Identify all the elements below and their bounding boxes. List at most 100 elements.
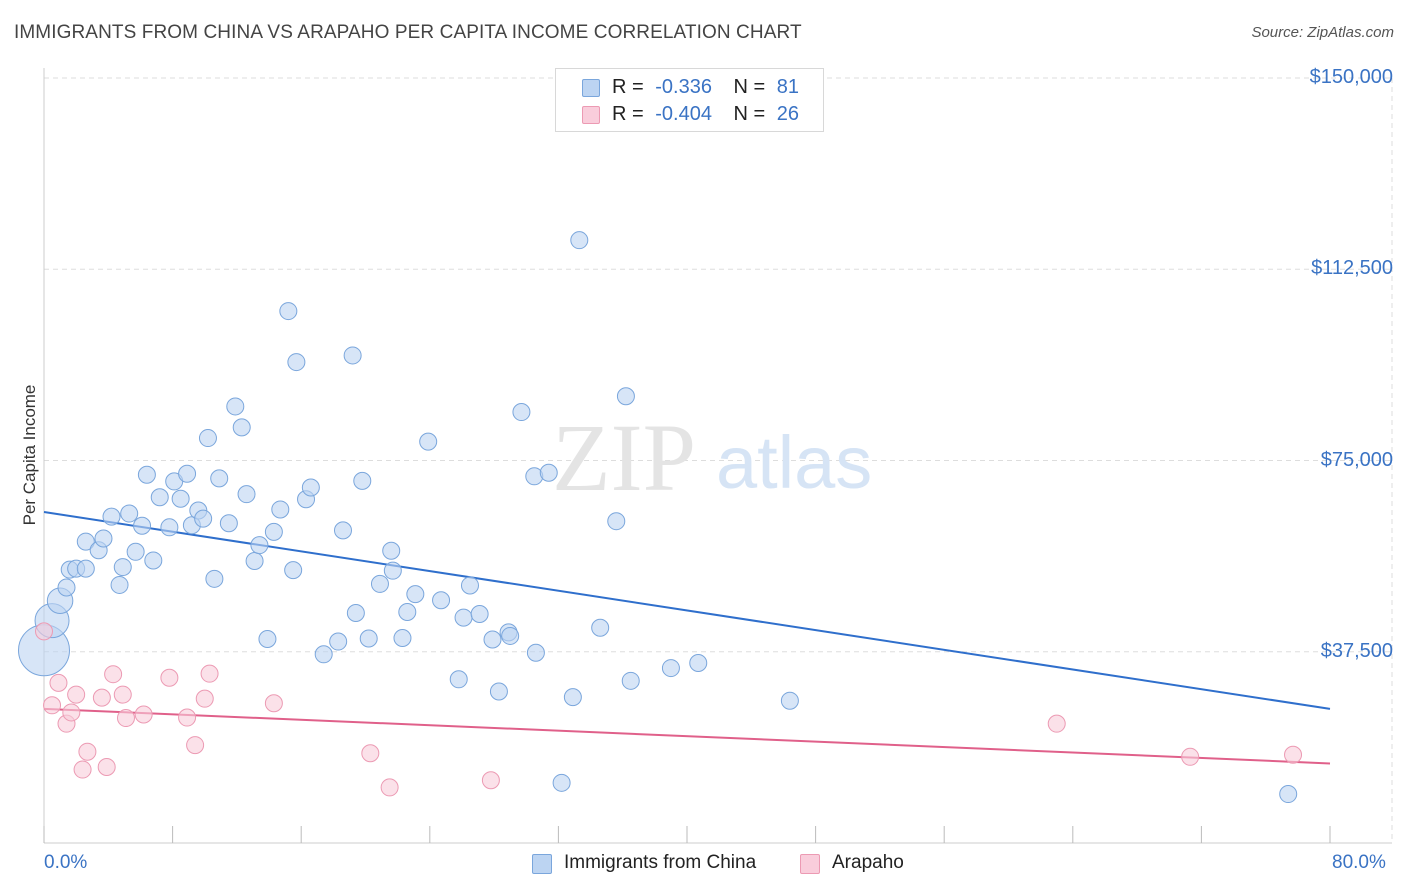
china-point: [483, 630, 502, 649]
china-point: [346, 603, 365, 622]
china-point: [1279, 785, 1298, 804]
axes: [43, 68, 1392, 844]
china-point: [301, 478, 320, 497]
arapaho-point: [67, 685, 86, 704]
x-tick-label-max: 80.0%: [1332, 852, 1386, 873]
china-point: [160, 518, 179, 537]
trend-lines: [43, 511, 1331, 765]
arapaho-point: [200, 664, 219, 683]
china-point: [76, 532, 95, 551]
china-point: [194, 509, 213, 528]
source-credit: Source: ZipAtlas.com: [1251, 24, 1394, 41]
china-n-value: 81: [776, 76, 800, 98]
china-point: [570, 231, 589, 250]
china-point: [284, 561, 303, 580]
china-point: [133, 516, 152, 535]
china-point: [94, 529, 113, 548]
china-point: [329, 632, 348, 651]
arapaho-point: [78, 742, 97, 761]
china-point: [210, 469, 229, 488]
china-point: [333, 521, 352, 540]
y-tick-label-3: $150,000: [1309, 66, 1393, 88]
china-point: [501, 626, 520, 645]
arapaho-point: [1284, 745, 1303, 764]
china-point: [661, 659, 680, 678]
arapaho-point: [62, 703, 81, 722]
arapaho-point: [481, 771, 500, 790]
arapaho-point: [73, 760, 92, 779]
arapaho-point: [43, 696, 62, 715]
china-point: [343, 346, 362, 365]
arapaho-point: [1181, 747, 1200, 766]
china-point: [539, 463, 558, 482]
arapaho-swatch: [582, 106, 600, 124]
china-point: [279, 302, 298, 321]
china-point: [432, 591, 451, 610]
china-point: [110, 575, 129, 594]
china-point: [126, 542, 145, 561]
china-point: [621, 671, 640, 690]
arapaho-legend-label: Arapaho: [832, 852, 904, 873]
china-point: [370, 574, 389, 593]
china-point: [287, 353, 306, 372]
china-trend-line: [43, 511, 1331, 710]
china-point: [383, 561, 402, 580]
watermark-zip: ZIP: [552, 404, 696, 511]
china-point: [232, 418, 251, 437]
china-point: [250, 536, 269, 555]
arapaho-point: [92, 688, 111, 707]
china-point: [198, 429, 217, 448]
china-point: [382, 541, 401, 560]
china-point: [591, 618, 610, 637]
china-point: [489, 682, 508, 701]
china-point: [419, 432, 438, 451]
arapaho-r-value: -0.404: [655, 103, 712, 125]
china-point: [780, 691, 799, 710]
china-swatch: [582, 79, 600, 97]
arapaho-point: [97, 758, 116, 777]
china-point: [76, 559, 95, 578]
arapaho-point: [178, 708, 197, 727]
china-point: [57, 578, 76, 597]
china-point: [689, 653, 708, 672]
china-point: [398, 602, 417, 621]
china-point: [144, 551, 163, 570]
china-point: [264, 522, 283, 541]
china-point: [171, 489, 190, 508]
china-point: [449, 670, 468, 689]
arapaho-legend-swatch: [800, 854, 820, 874]
arapaho-point: [361, 744, 380, 763]
arapaho-point: [49, 673, 68, 692]
y-tick-label-2: $112,500: [1311, 257, 1393, 280]
china-point: [512, 403, 531, 422]
china-n-label: N =: [733, 76, 766, 98]
china-legend-swatch: [532, 854, 552, 874]
china-point: [393, 628, 412, 647]
arapaho-point: [1047, 714, 1066, 733]
y-tick-label-0: $37,500: [1320, 639, 1393, 662]
watermark: ZIP atlas: [552, 404, 872, 511]
china-point: [460, 576, 479, 595]
china-legend-label: Immigrants from China: [564, 852, 757, 873]
china-point: [245, 551, 264, 570]
x-tick-label-min: 0.0%: [44, 852, 88, 873]
china-point: [120, 504, 139, 523]
arapaho-trend-line: [43, 707, 1331, 765]
china-point: [616, 387, 635, 406]
china-point: [219, 514, 238, 533]
china-point: [237, 485, 256, 504]
arapaho-point: [116, 709, 135, 728]
china-point: [406, 585, 425, 604]
china-point: [314, 645, 333, 664]
china-point: [271, 500, 290, 519]
china-point: [353, 471, 372, 490]
china-point: [563, 688, 582, 707]
arapaho-point: [104, 665, 123, 684]
china-point: [454, 608, 473, 627]
china-point: [226, 397, 245, 416]
china-point: [359, 629, 378, 648]
china-point: [150, 488, 169, 507]
china-points: [18, 231, 1298, 804]
china-r-value: -0.336: [655, 76, 712, 98]
china-r-label: R =: [612, 76, 644, 98]
